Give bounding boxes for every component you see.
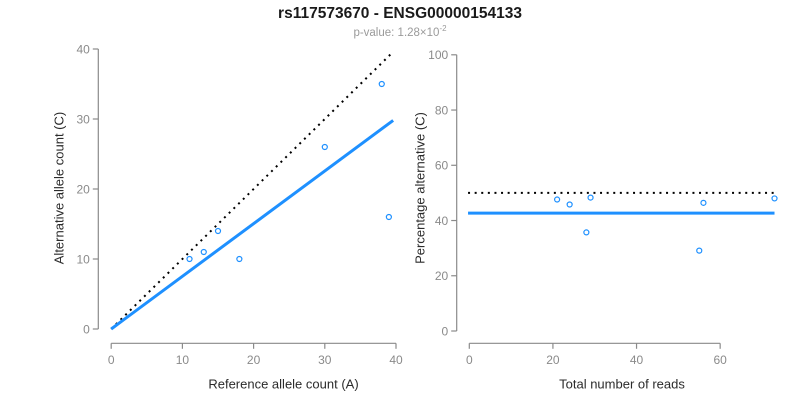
x-tick-label: 40 — [389, 353, 403, 367]
left-plot: 0 10 20 30 40 0 10 20 30 40 Reference allele count… — [52, 42, 403, 391]
data-point — [696, 247, 703, 254]
data-point — [385, 213, 392, 221]
p-value-exponent: -2 — [439, 24, 447, 33]
data-point — [566, 201, 573, 208]
identity-line — [110, 52, 393, 330]
x-axis-title: Reference allele count (A) — [208, 377, 358, 392]
x-tick-label: 20 — [247, 353, 261, 367]
y-tick-label: 20 — [76, 182, 90, 196]
y-tick-label: 80 — [435, 103, 449, 117]
data-point — [378, 80, 385, 88]
p-value-text: p-value: 1.28×10 — [353, 26, 440, 39]
y-axis-title: Alternative allele count (C) — [52, 112, 67, 264]
data-point — [771, 195, 778, 202]
y-tick-label: 0 — [83, 322, 90, 336]
data-point — [321, 143, 328, 151]
x-tick-label: 0 — [108, 353, 115, 367]
data-point — [200, 248, 207, 256]
x-axis-title: Total number of reads — [559, 377, 685, 392]
data-point — [700, 199, 707, 206]
x-tick-label: 40 — [630, 353, 644, 367]
data-point — [587, 194, 594, 201]
x-tick-label: 30 — [318, 353, 332, 367]
data-point — [554, 196, 561, 203]
p-value-subtitle: p-value: 1.28×10-2 — [0, 24, 800, 39]
y-tick-label: 40 — [76, 42, 90, 56]
fit-line — [110, 119, 395, 331]
y-tick-label: 20 — [435, 269, 449, 283]
x-tick-label: 10 — [176, 353, 190, 367]
y-tick-label: 30 — [76, 112, 90, 126]
right-plot: 0 20 40 60 80 100 0 20 40 60 Total number of reads… — [413, 48, 778, 392]
x-tick-label: 0 — [466, 353, 473, 367]
x-tick-label: 20 — [546, 353, 560, 367]
y-tick-label: 60 — [435, 159, 449, 173]
x-tick-label: 60 — [713, 353, 727, 367]
page-title: rs117573670 - ENSG00000154133 — [278, 5, 522, 22]
y-tick-label: 10 — [76, 252, 90, 266]
y-axis-title: Percentage alternative (C) — [413, 112, 428, 264]
data-point — [186, 255, 193, 263]
data-point — [214, 227, 222, 235]
data-point — [583, 229, 590, 236]
y-tick-label: 40 — [435, 214, 449, 228]
data-point — [236, 255, 243, 263]
y-tick-label: 0 — [442, 324, 449, 338]
y-tick-label: 100 — [428, 48, 448, 62]
